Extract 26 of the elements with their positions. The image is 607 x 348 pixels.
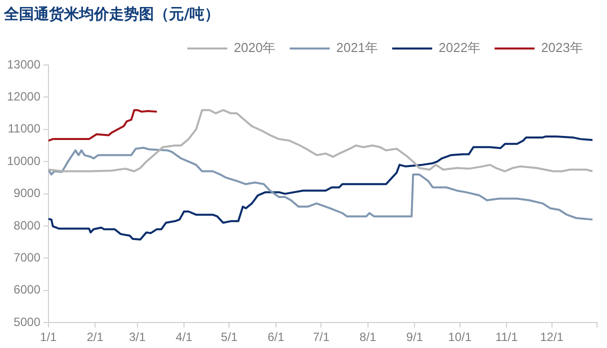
x-tick-label: 10/1	[448, 330, 472, 344]
legend-label: 2023年	[541, 40, 583, 56]
x-tick-label: 7/1	[312, 330, 330, 344]
y-tick-label: 12000	[6, 90, 41, 104]
x-tick-label: 4/1	[176, 330, 193, 344]
x-tick-label: 2/1	[86, 330, 104, 344]
y-tick-label: 6000	[14, 282, 41, 297]
legend-label: 2020年	[234, 40, 276, 56]
legend-label: 2021年	[336, 40, 378, 56]
y-tick-label: 7000	[14, 250, 41, 265]
x-tick-label: 6/1	[268, 330, 285, 344]
x-tick-label: 11/1	[495, 330, 518, 344]
y-tick-label: 9000	[14, 186, 41, 200]
y-tick-label: 11000	[8, 122, 41, 136]
chart-title: 全国通货米均价走势图（元/吨）	[3, 4, 220, 23]
legend-label: 2022年	[438, 40, 481, 56]
x-tick-label: 3/1	[128, 330, 146, 344]
x-tick-label: 12/1	[540, 330, 564, 344]
x-tick-label: 1/1	[40, 330, 58, 344]
x-tick-label: 9/1	[406, 330, 424, 344]
x-tick-label: 8/1	[360, 330, 377, 344]
y-tick-label: 5000	[14, 314, 41, 329]
y-tick-label: 10000	[6, 154, 41, 168]
y-tick-label: 13000	[6, 57, 41, 72]
y-tick-label: 8000	[14, 218, 41, 232]
x-tick-label: 5/1	[220, 330, 238, 344]
